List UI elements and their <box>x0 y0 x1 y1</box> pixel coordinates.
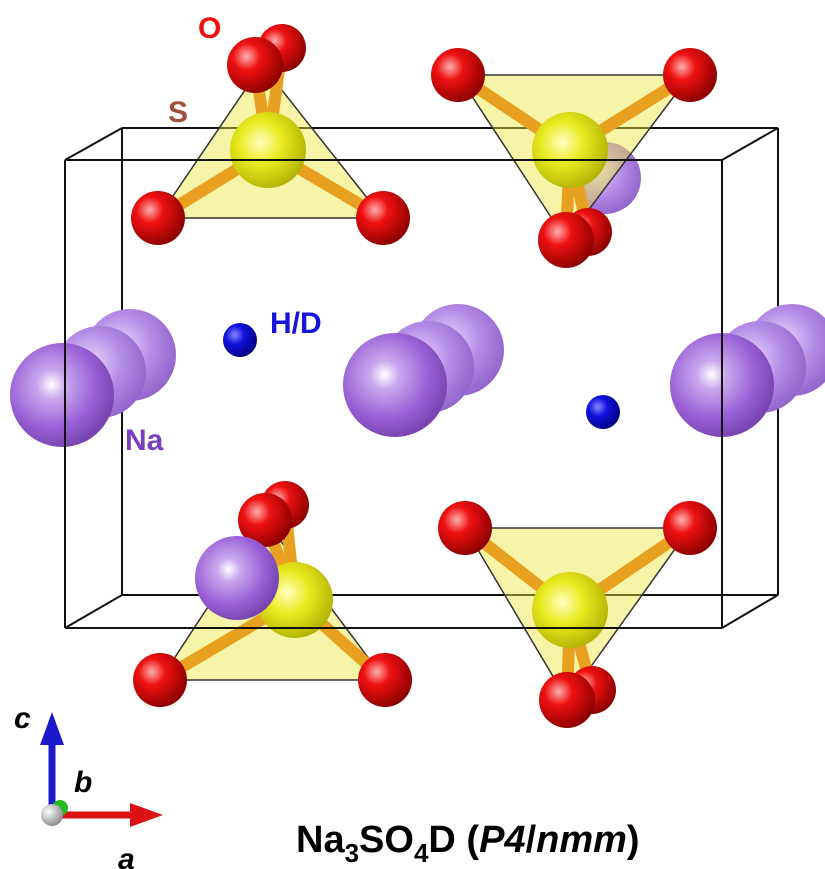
oxygen-atom <box>358 653 412 707</box>
formula-part: ) <box>627 819 640 861</box>
oxygen-atom <box>131 191 185 245</box>
sodium-label: Na <box>125 424 164 457</box>
oxygen-atom <box>538 212 594 268</box>
axis-b-label: b <box>74 766 92 799</box>
formula-subscript: 3 <box>345 838 359 868</box>
oxygen-atom <box>431 48 485 102</box>
oxygen-atom <box>663 48 717 102</box>
hydrogen-label: H/D <box>270 307 322 340</box>
oxygen-label: O <box>198 12 221 45</box>
oxygen-atom <box>663 501 717 555</box>
sodium-atom <box>343 333 447 437</box>
axis-c-head <box>40 712 64 745</box>
formula-italic: nmm <box>536 819 627 861</box>
hydrogen-atom <box>586 395 620 429</box>
axis-a-head <box>130 803 163 827</box>
formula-subscript: 4 <box>414 838 429 868</box>
axis-c-label: c <box>14 702 31 735</box>
cell-edge <box>721 127 779 161</box>
cell-edge <box>64 127 123 161</box>
cell-edge <box>64 594 123 629</box>
sulfur-atom <box>532 572 608 648</box>
sulfur-label: S <box>168 96 188 129</box>
formula-italic: P4 <box>479 819 525 861</box>
cell-edge <box>721 594 779 629</box>
axis-a-label: a <box>118 843 135 869</box>
formula-part: SO <box>359 819 414 861</box>
sulfur-atom <box>532 112 608 188</box>
formula-part: / <box>526 819 537 861</box>
oxygen-atom <box>438 501 492 555</box>
formula: Na3SO4D (P4/nmm) <box>296 819 640 868</box>
sulfur-atom <box>230 112 306 188</box>
sodium-atom <box>195 536 279 620</box>
hydrogen-atom <box>223 323 257 357</box>
oxygen-atom <box>356 191 410 245</box>
scene <box>10 24 825 827</box>
formula-part: D ( <box>428 819 479 861</box>
oxygen-atom <box>227 37 283 93</box>
oxygen-atom <box>238 493 292 547</box>
axis-origin <box>41 804 63 826</box>
sodium-atom <box>10 343 114 447</box>
oxygen-atom <box>539 672 595 728</box>
formula-part: Na <box>296 819 345 861</box>
oxygen-atom <box>133 653 187 707</box>
